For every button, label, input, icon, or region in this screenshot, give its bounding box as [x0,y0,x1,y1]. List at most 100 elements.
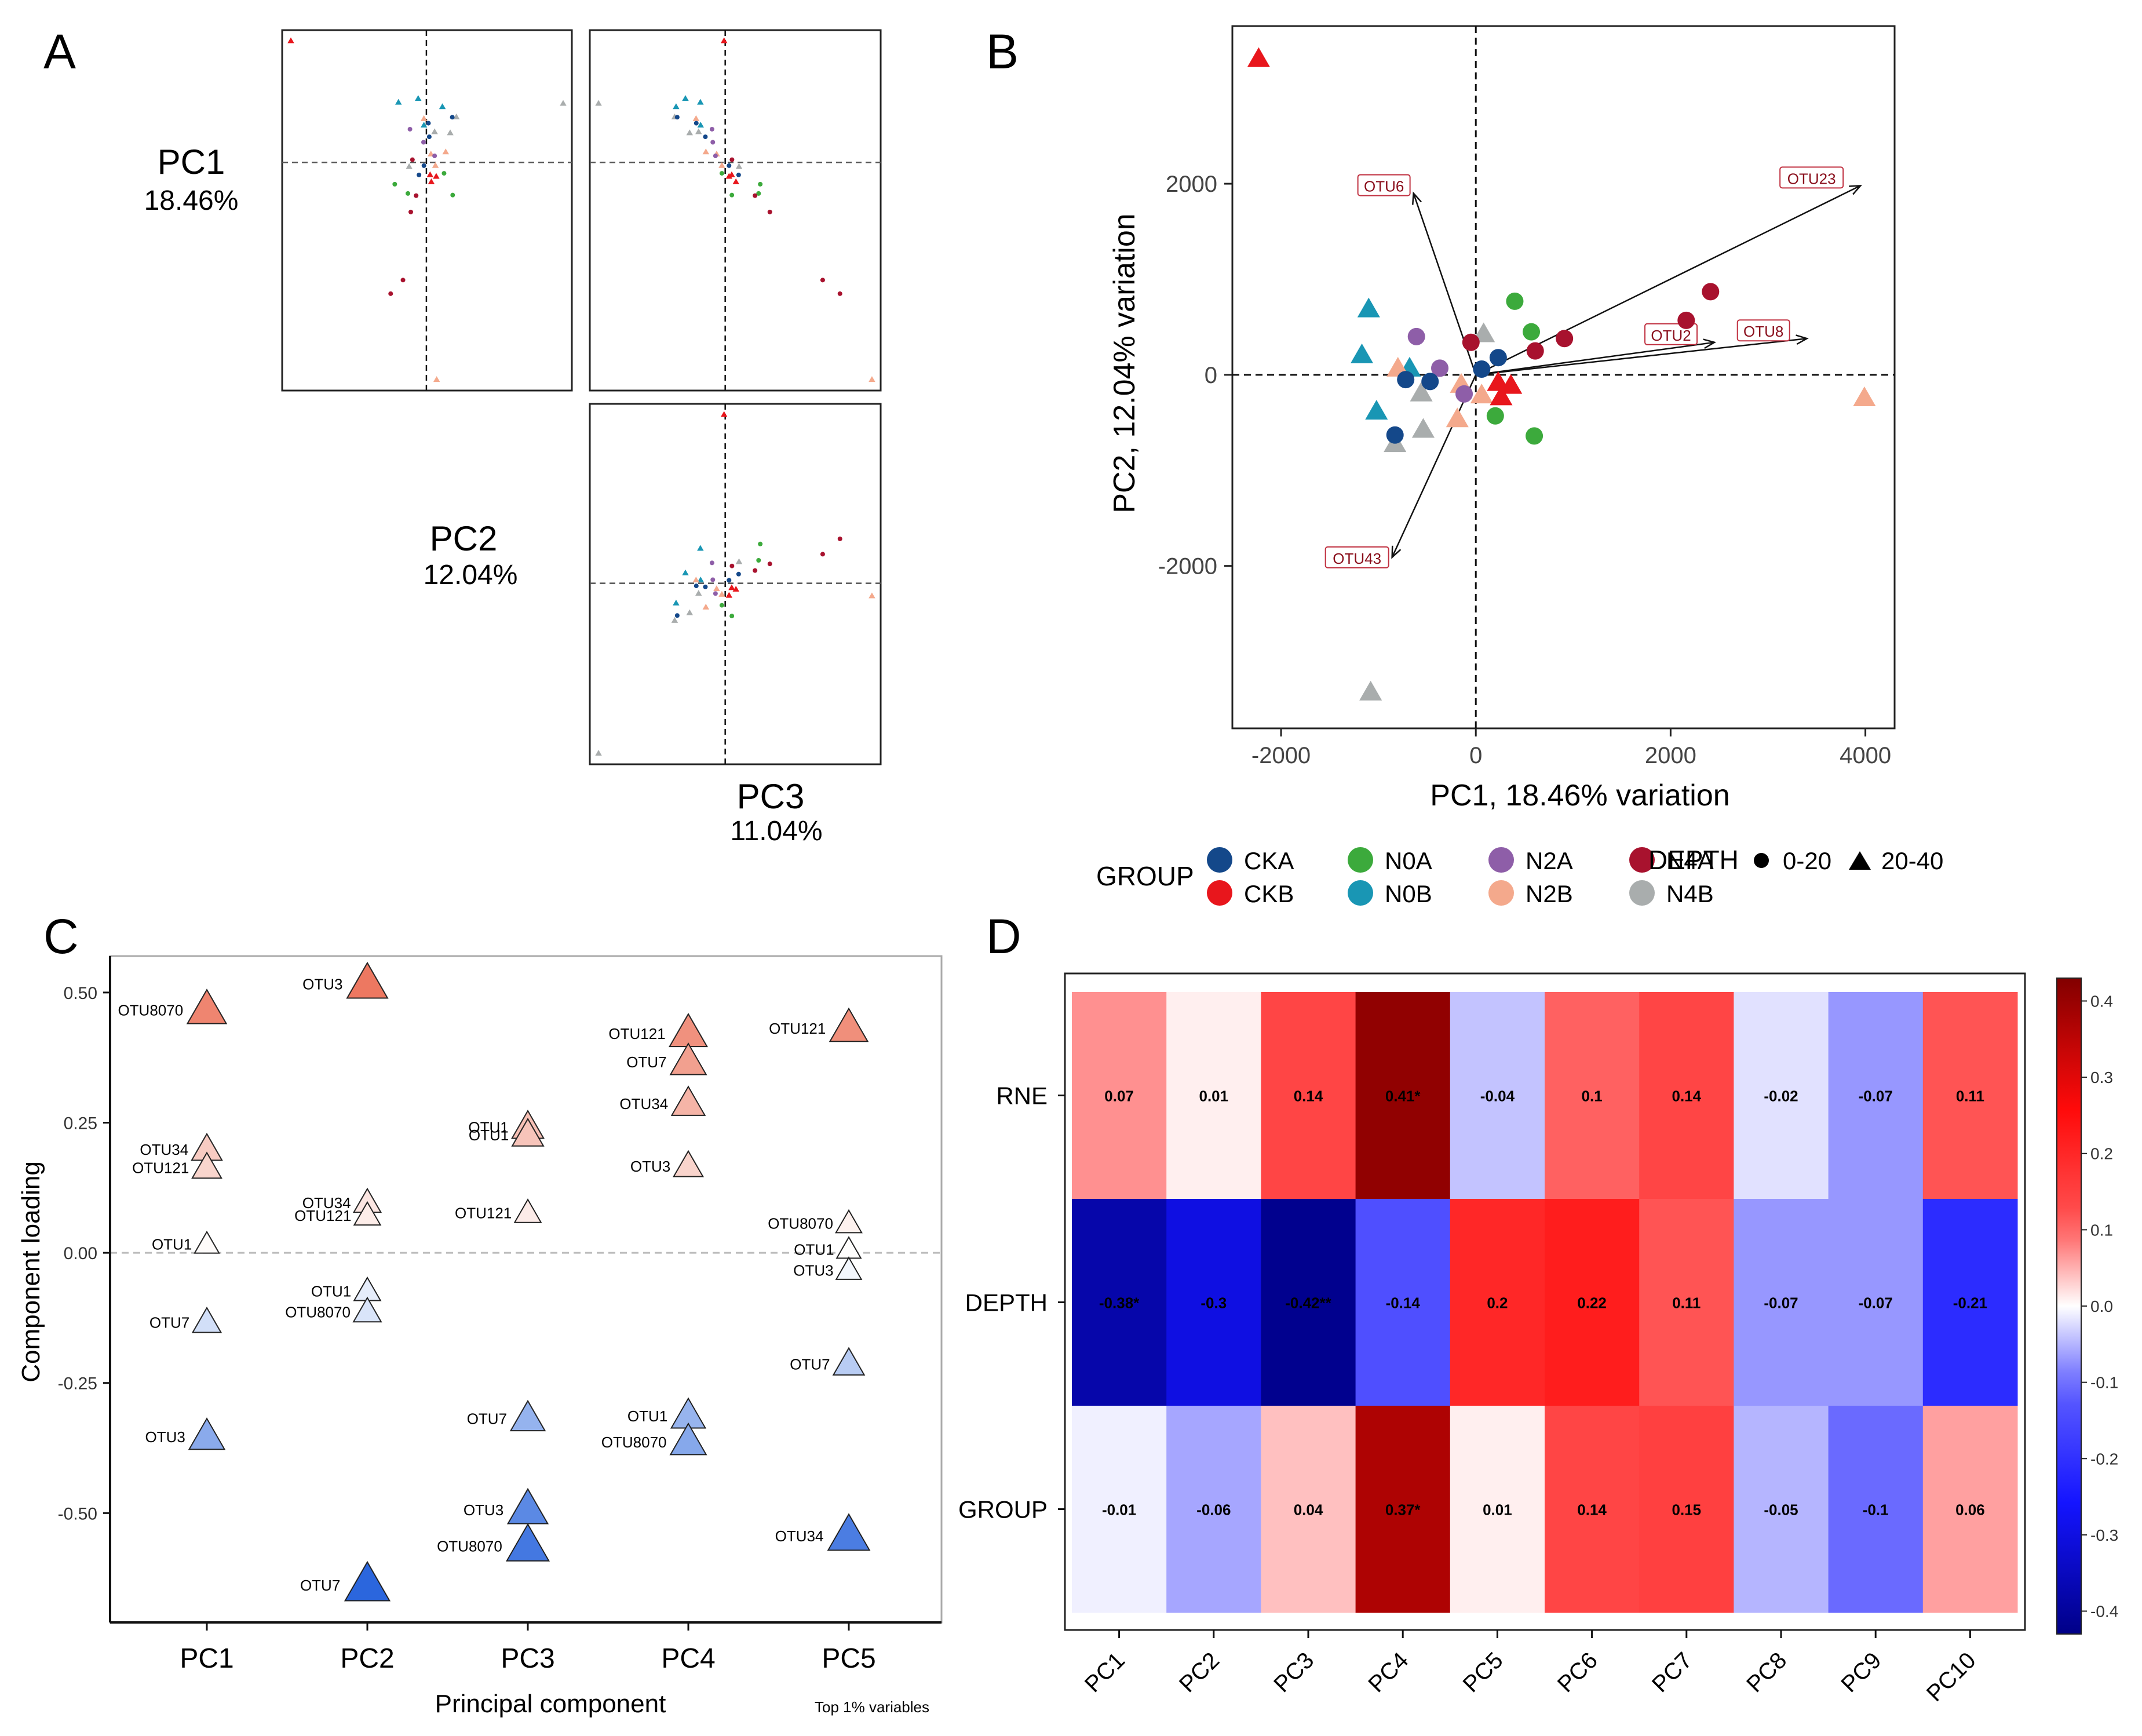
panel-d-cell-label: 0.2 [1487,1294,1508,1312]
panel-c-point-otu121 [513,1198,542,1223]
panel-a-point-cka [694,121,699,126]
panel-c-point-otu3 [506,1487,549,1525]
panel-a-point-ckb [720,37,728,43]
panel-c-point-otu7 [832,1347,866,1376]
panel-d-cell-label: 0.1 [1582,1088,1603,1105]
panel-a-point-n2a [709,126,714,132]
panel-d-cell [1545,1199,1640,1406]
panel-d-cell-label: 0.14 [1294,1088,1323,1105]
panel-a-point-ckb [287,37,294,43]
panel-a-point-n4a [837,536,842,541]
legend-swatch-ckb [1207,880,1232,906]
legend-label-n2a: N2A [1526,847,1573,874]
panel-c-point-label: OTU8070 [601,1434,667,1451]
panel-b-vectors: OTU6 OTU23 OTU2 OTU8 OTU43 [1324,166,1863,568]
panel-b-ylabel: PC2, 12.04% variation [1108,213,1141,513]
panel-d-colorbar-tick-label: -0.4 [2090,1603,2118,1621]
panel-d-colorbar-tick-label: -0.2 [2090,1450,2118,1468]
panel-d-cell-label: 0.22 [1577,1294,1607,1312]
panel-c-point-otu1 [511,1117,545,1147]
panel-b-xlabel: PC1, 18.46% variation [1430,779,1729,812]
panel-a-point-n4a [753,193,758,198]
panel-letter-d: D [986,909,1021,964]
panel-c-point-otu3 [346,961,389,999]
panel-a-point-n0a [756,191,761,196]
panel-a-point-cka [426,134,432,140]
panel-c-point-label: OTU34 [775,1527,824,1545]
panel-d-col-label: PC10 [1922,1647,1981,1706]
panel-d-cell [1166,1406,1261,1613]
panel-a-point-n0b [415,95,422,101]
panel-a-plot-1-3 [589,29,882,392]
panel-a-point-cka [736,172,741,177]
panel-b-vector-label: OTU8 [1743,323,1783,340]
panel-a-point-n4b [431,128,438,134]
panel-c-note: Top 1% variables [815,1698,929,1716]
panel-c-point-label: OTU3 [630,1158,670,1175]
panel-a-point-n0a [450,192,455,198]
panel-b-xtick-label: 4000 [1840,743,1891,768]
panel-a-point-n4a [820,278,825,283]
panel-b-point-n0a [1523,323,1541,341]
panel-c-point-label: OTU1 [468,1118,508,1136]
panel-b-point-n4a [1677,311,1695,329]
legend-depth-20-40: 20-40 [1881,847,1943,874]
panel-c-point-label: OTU1 [152,1236,192,1253]
panel-b-vector-arrowhead [1703,338,1717,349]
panel-d-cell-label: -0.01 [1102,1501,1136,1519]
panel-d-row-label: DEPTH [965,1289,1048,1316]
panel-a-point-n4b [671,617,678,623]
panel-d-cell-label: 0.15 [1672,1501,1701,1519]
legend-swatch-n4b [1629,880,1655,906]
panel-d-colorbar-tick-label: 0.2 [2090,1145,2113,1163]
panel-c-ytick-label: -0.25 [58,1374,97,1394]
panel-b-vector-label: OTU43 [1333,550,1381,567]
panel-a-point-n0a [729,614,735,619]
panel-d-colorbar: 0.4 0.3 0.2 0.1 0.0 -0.1 -0.2 -0.3 -0.4 [2056,978,2118,1635]
panel-d-cell [1355,1406,1451,1613]
panel-a-point-n0a [719,603,724,608]
legend-swatch-n4a [1629,847,1655,873]
panel-a-point-n4a [820,552,825,557]
panel-a-point-n4a [410,157,415,162]
panel-a-point-n4b [406,163,413,169]
panel-d-cell [1166,992,1261,1199]
panel-b-point-n2b [1853,386,1876,407]
panel-a-point-n2b [433,376,440,382]
panel-b-point-n2a [1455,385,1473,403]
panel-c-point-label: OTU34 [302,1194,351,1212]
panel-d-cell [1545,992,1640,1199]
panel-d-cell-label: 0.04 [1294,1501,1323,1519]
panel-c-point-label: OTU7 [300,1577,340,1594]
panel-a-point-cka [674,613,680,618]
panel-b-point-n4a [1526,342,1544,360]
panel-d-cell-label: 0.07 [1104,1088,1134,1105]
panel-a-point-ckb [433,173,440,179]
panel-a-point-n0b [697,122,705,128]
panel-a-point-n0a [441,171,447,176]
panel-b-vector-label-box [1324,546,1389,568]
panel-d-colorbar-tick-label: -0.3 [2090,1526,2118,1544]
panel-d-cell [1261,1199,1356,1406]
panel-a-point-n0b [697,99,704,105]
panel-a-point-ckb [720,411,728,417]
panel-a-pc1-label: PC1 [158,143,225,181]
panel-d-row-label: GROUP [958,1496,1048,1523]
panel-d-cell [1734,1199,1829,1406]
panel-d-cell [1922,1199,2018,1406]
panel-a-point-n4a [729,157,735,162]
panel-c-xlabel: Principal component [435,1690,666,1718]
panel-a-point-n2b [432,162,439,168]
panel-b-point-n2a [1407,327,1425,345]
panel-c-point-otu8070 [669,1422,707,1456]
panel-a-point-n4a [408,209,413,214]
legend-label-n2b: N2B [1526,880,1573,907]
panel-a-point-n0b [420,122,428,128]
panel-c-point-otu1 [194,1230,220,1254]
legend-group-title: GROUP [1096,861,1194,891]
panel-letter-b: B [986,24,1019,79]
panel-a-point-cka [703,134,708,140]
panel-b-vector-otu23 [1475,185,1861,375]
panel-b-ytick-label: 0 [1205,363,1217,388]
panel-d-col-label: PC1 [1080,1647,1130,1697]
